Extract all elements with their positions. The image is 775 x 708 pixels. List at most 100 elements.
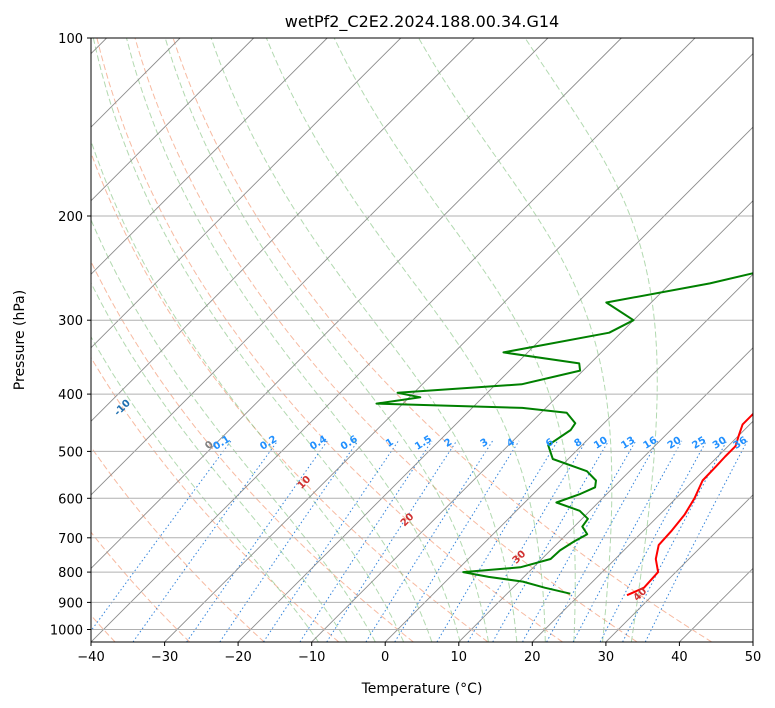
moist-adiabat-line <box>126 38 461 642</box>
mixing-ratio-label: 3 <box>479 437 491 450</box>
moist-adiabat-line <box>418 38 613 642</box>
x-axis-label: Temperature (°C) <box>361 681 483 697</box>
isotherm-line <box>91 38 328 275</box>
mixing-ratio-line <box>467 440 587 642</box>
mixing-ratio-line <box>394 440 520 642</box>
temperature-profile-line <box>626 412 753 597</box>
moist-adiabat-line <box>91 139 405 642</box>
dry-adiabat-label: 30 <box>511 549 529 567</box>
x-tick-label: 0 <box>381 650 389 665</box>
isotherm-line <box>237 126 753 642</box>
mixing-ratio-label: 0.1 <box>211 434 232 453</box>
y-tick-label: 800 <box>58 566 83 581</box>
isotherm-line <box>91 38 696 642</box>
background-line-labels: 0.10.20.40.611.52346810131620253036-100-… <box>33 361 750 604</box>
isotherm-line <box>752 641 753 642</box>
y-tick-label: 600 <box>58 492 83 507</box>
mixing-ratio-line <box>546 440 659 642</box>
mixing-ratio-label: 8 <box>573 437 585 450</box>
mixing-ratio-label: 4 <box>505 437 517 450</box>
gridlines <box>91 38 753 642</box>
mixing-ratio-label: 2 <box>443 437 455 450</box>
dry-adiabat-line <box>91 445 265 642</box>
moist-adiabat-line <box>265 38 546 642</box>
x-tick-label: 40 <box>671 650 688 665</box>
moist-adiabat-line <box>91 281 348 642</box>
chart-title: wetPf2_C2E2.2024.188.00.34.G14 <box>285 12 559 32</box>
mixing-ratio-label: 0.2 <box>258 434 279 453</box>
moist-adiabat-line <box>333 38 576 642</box>
mixing-ratio-line <box>263 440 399 642</box>
mixing-ratio-label: 20 <box>666 435 684 452</box>
isotherm-line <box>605 494 753 642</box>
x-tick-label: −40 <box>77 650 104 665</box>
isotherm-line <box>91 38 475 422</box>
mixing-ratio-label: 16 <box>642 435 660 452</box>
x-tick-label: 30 <box>598 650 615 665</box>
isotherm-line <box>531 420 753 642</box>
mixing-ratio-label: 13 <box>619 435 637 452</box>
dry-adiabat-line <box>134 38 638 642</box>
dry-adiabat-line <box>91 356 340 642</box>
isotherm-line <box>91 38 255 202</box>
dry-adiabat-line <box>172 38 713 642</box>
x-axis-ticks: −40 −30 −20 −10 0 10 20 30 40 50 <box>77 642 761 665</box>
moist-adiabat-line <box>91 335 319 642</box>
mixing-ratio-line <box>644 440 748 642</box>
mixing-ratio-line <box>365 440 494 642</box>
sounding-curves <box>375 272 753 597</box>
y-tick-label: 400 <box>58 388 83 403</box>
y-tick-label: 500 <box>58 445 83 460</box>
isotherm-line <box>91 38 622 570</box>
mixing-ratio-line <box>436 440 559 642</box>
dry-adiabat-line <box>91 151 489 642</box>
isotherm-line <box>164 52 753 642</box>
mixing-ratio-line <box>219 440 359 642</box>
isotherm-line <box>91 38 402 349</box>
mixing-ratio-line <box>186 440 328 642</box>
y-axis-ticks: 100 200 300 400 500 600 700 800 900 1000 <box>50 32 91 639</box>
y-tick-label: 100 <box>58 32 83 47</box>
mixing-ratio-line <box>522 440 637 642</box>
mixing-ratio-line <box>299 440 433 642</box>
mixing-ratio-label: 6 <box>544 437 556 450</box>
mixing-ratio-line <box>492 440 610 642</box>
moist-adiabat-line <box>92 38 433 642</box>
y-tick-label: 700 <box>58 532 83 547</box>
x-tick-label: 50 <box>745 650 762 665</box>
mixing-ratio-line <box>91 440 232 632</box>
mixing-ratio-line <box>599 440 707 642</box>
mixing-ratio-label: 0.4 <box>308 434 329 453</box>
background-lines <box>91 38 748 642</box>
plot-frame <box>90 37 754 643</box>
dry-adiabat-label: -20 <box>33 361 54 382</box>
moist-adiabat-line <box>91 218 376 642</box>
isotherm-line <box>91 38 549 496</box>
x-tick-label: 20 <box>524 650 541 665</box>
dry-adiabat-line <box>91 260 414 642</box>
mixing-ratio-label: 25 <box>690 435 708 452</box>
isotherm-line <box>679 567 753 642</box>
moist-adiabat-line <box>210 38 518 642</box>
y-tick-label: 1000 <box>50 624 83 639</box>
y-axis-label: Pressure (hPa) <box>12 290 28 390</box>
x-tick-label: −20 <box>224 650 251 665</box>
mixing-ratio-label: 1 <box>384 437 396 450</box>
isotherm-line <box>311 200 753 642</box>
x-tick-label: −30 <box>151 650 178 665</box>
x-tick-label: 10 <box>451 650 468 665</box>
moist-adiabat-line <box>524 38 658 642</box>
x-tick-label: −10 <box>298 650 325 665</box>
dewpoint-profile-line <box>375 272 753 595</box>
mixing-ratio-label: 36 <box>732 435 750 452</box>
isotherm-line <box>458 347 753 642</box>
moist-adiabat-line <box>164 38 489 642</box>
y-tick-label: 300 <box>58 314 83 329</box>
dry-adiabat-line <box>96 38 563 642</box>
y-tick-label: 200 <box>58 210 83 225</box>
mixing-ratio-line <box>132 440 279 642</box>
isotherm-line <box>384 273 753 642</box>
mixing-ratio-label: 10 <box>592 435 610 452</box>
dry-adiabat-label: 20 <box>399 511 417 529</box>
